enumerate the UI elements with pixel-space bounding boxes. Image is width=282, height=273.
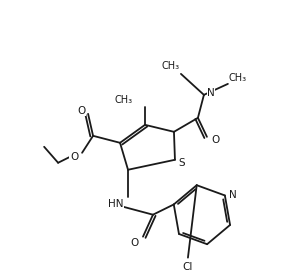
Text: O: O (212, 135, 220, 145)
Text: N: N (207, 88, 215, 98)
Text: O: O (130, 238, 138, 248)
Text: S: S (179, 158, 185, 168)
Text: Cl: Cl (183, 262, 193, 272)
Text: HN: HN (108, 199, 124, 209)
Text: CH₃: CH₃ (115, 95, 133, 105)
Text: O: O (70, 152, 78, 162)
Text: CH₃: CH₃ (162, 61, 180, 71)
Text: N: N (229, 191, 237, 200)
Text: O: O (77, 106, 85, 116)
Text: CH₃: CH₃ (229, 73, 247, 83)
